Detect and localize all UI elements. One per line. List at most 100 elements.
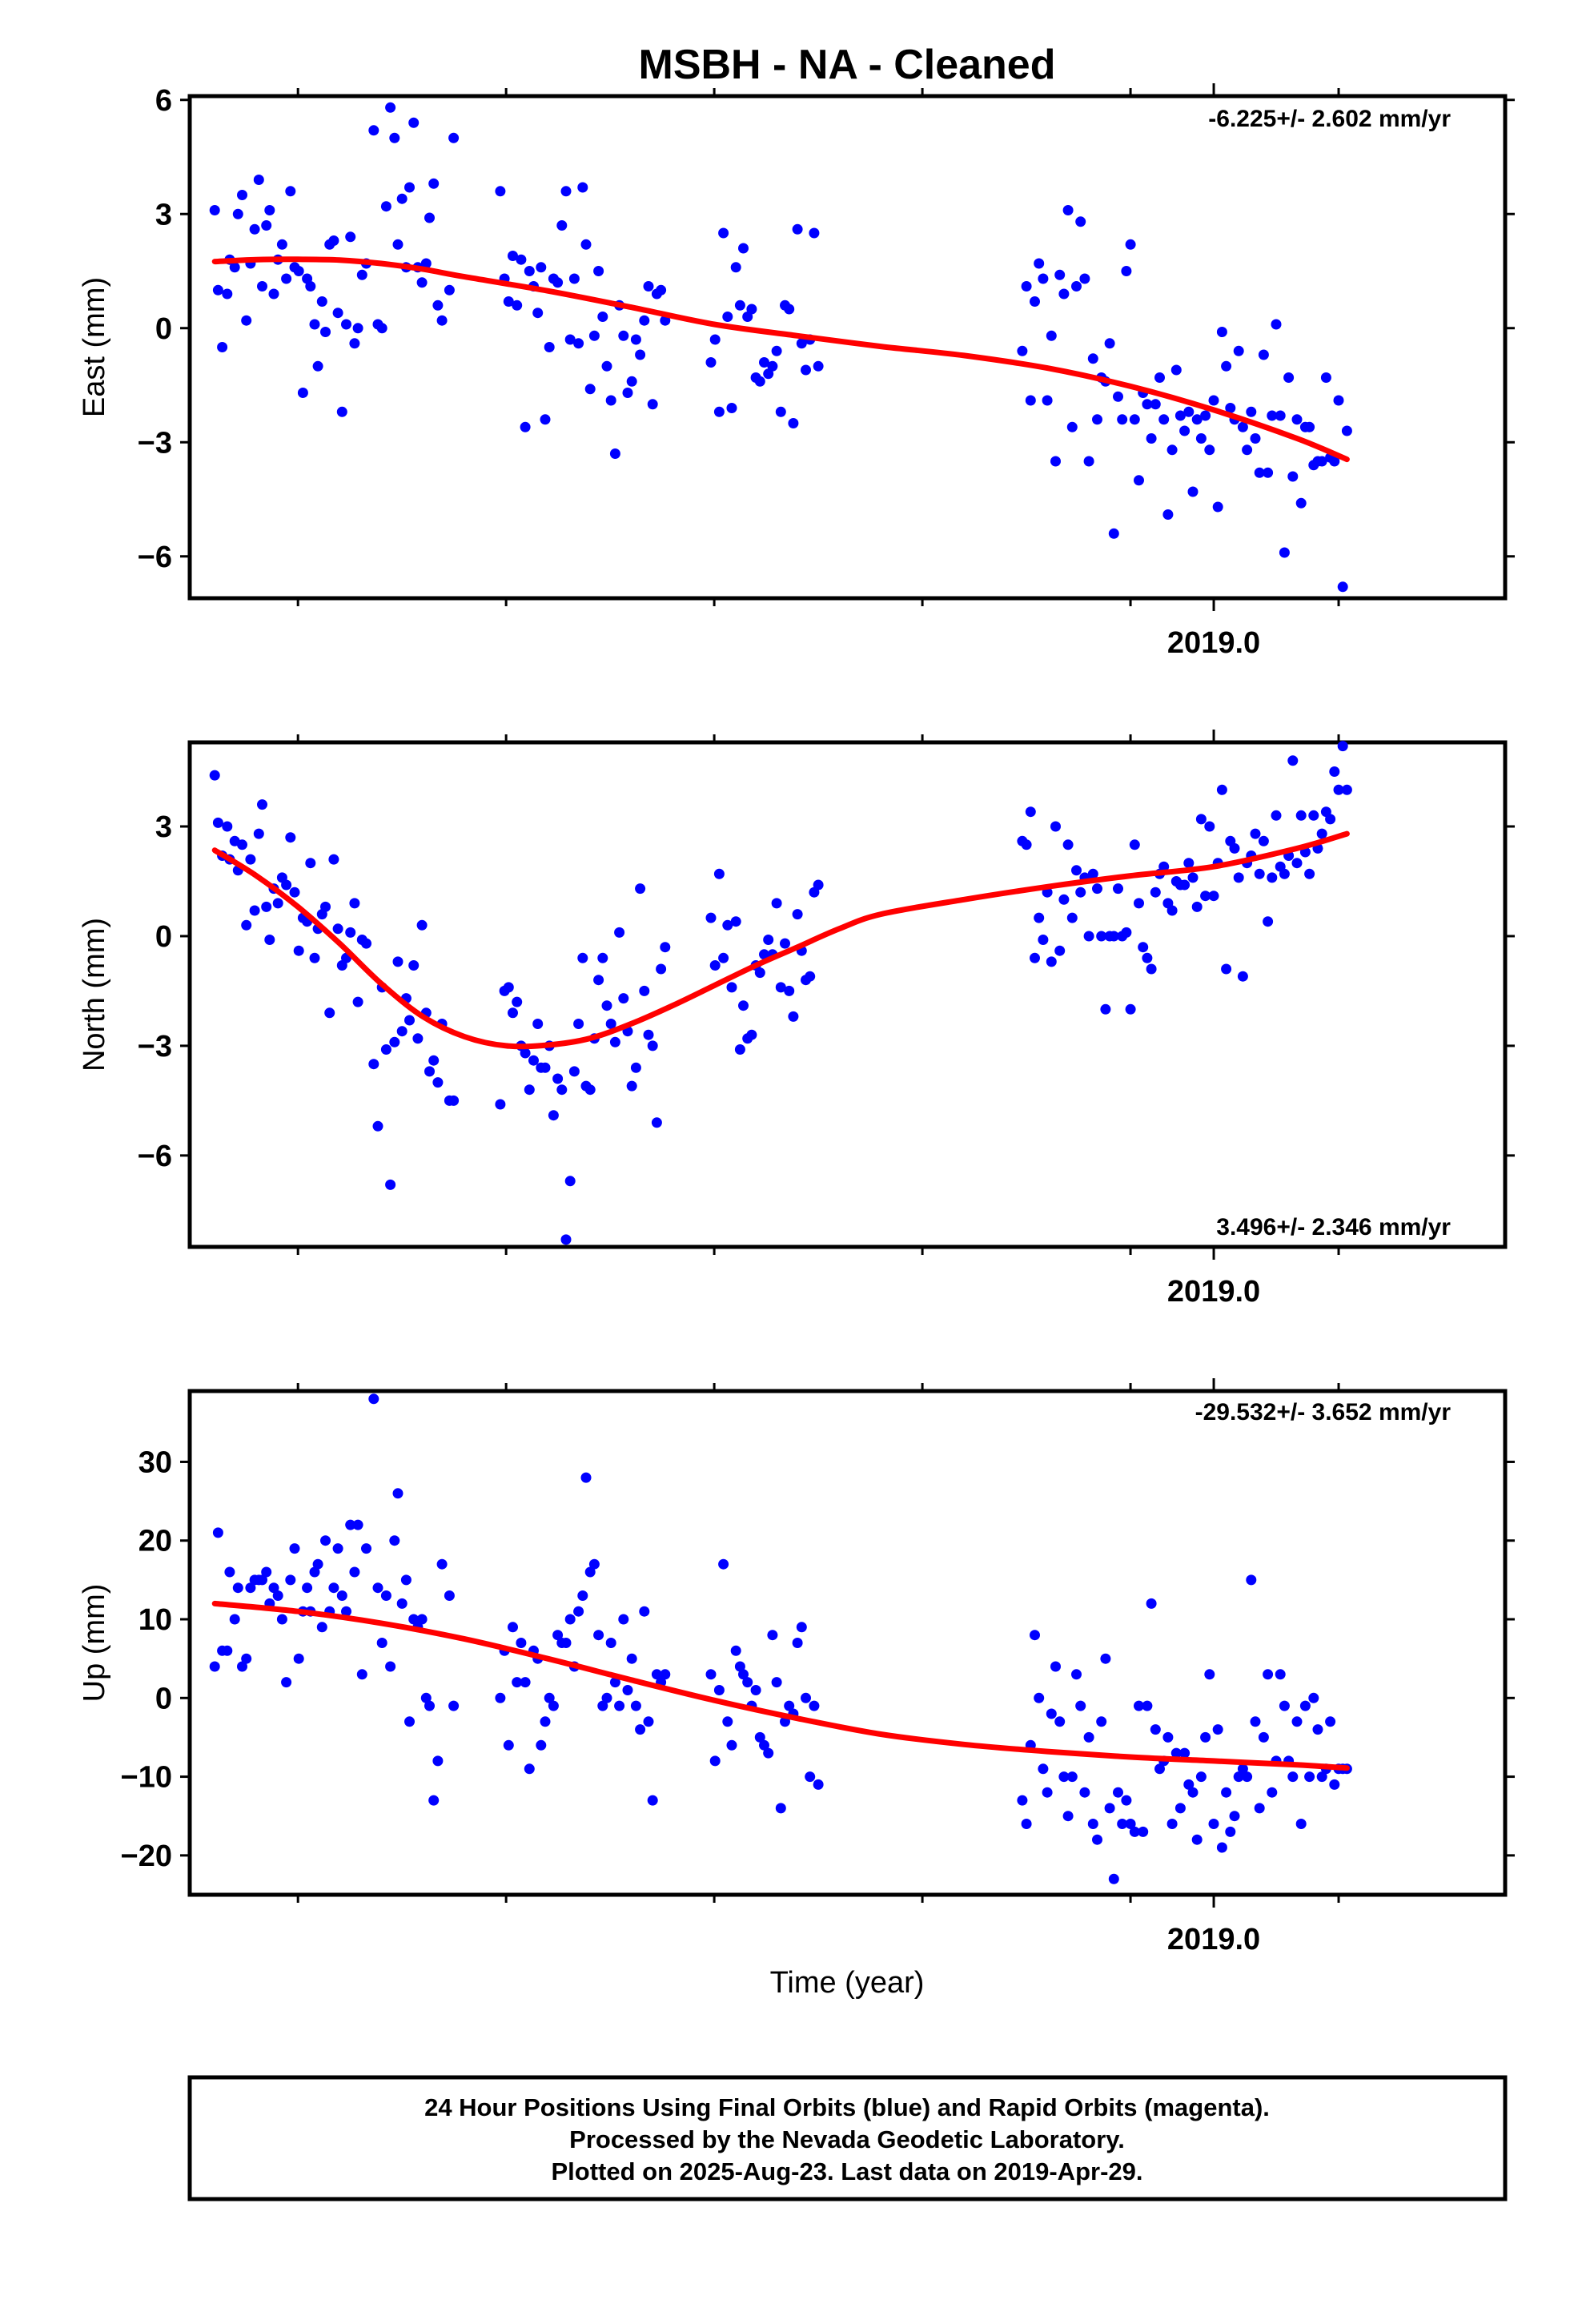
up-data-point xyxy=(1162,1731,1174,1743)
up-data-point xyxy=(416,1614,428,1625)
east-ytick-label: 3 xyxy=(155,198,172,231)
up-data-point xyxy=(1083,1731,1094,1743)
up-data-point xyxy=(241,1653,252,1664)
up-data-point xyxy=(1316,1771,1327,1783)
east-data-point xyxy=(1054,269,1066,280)
north-data-point xyxy=(412,1033,424,1044)
east-data-point xyxy=(392,239,404,250)
north-data-point xyxy=(788,1011,799,1022)
east-data-point xyxy=(297,388,308,398)
up-data-point xyxy=(224,1566,235,1578)
up-data-point xyxy=(597,1700,608,1711)
east-data-point xyxy=(222,288,233,300)
north-data-point xyxy=(1050,821,1061,832)
north-data-point xyxy=(1125,1003,1136,1015)
north-data-point xyxy=(285,832,296,843)
east-ylabel: East (mm) xyxy=(78,277,111,417)
up-data-point xyxy=(1242,1771,1253,1783)
north-data-point xyxy=(249,905,260,916)
north-data-point xyxy=(1092,883,1102,895)
east-data-point xyxy=(1329,456,1340,467)
east-data-point xyxy=(428,178,440,189)
north-data-point xyxy=(1146,963,1157,975)
north-data-point xyxy=(614,927,625,938)
east-data-point xyxy=(316,296,327,307)
north-data-point xyxy=(512,996,523,1007)
east-data-point xyxy=(726,403,737,413)
north-data-point xyxy=(1183,858,1195,869)
up-data-point xyxy=(643,1716,654,1727)
north-data-point xyxy=(1250,828,1261,839)
north-data-point xyxy=(495,1099,506,1110)
up-data-point xyxy=(759,1739,769,1751)
up-data-point xyxy=(349,1566,360,1578)
up-data-point xyxy=(1275,1669,1286,1680)
up-data-point xyxy=(618,1614,629,1625)
north-ytick-label: 3 xyxy=(155,810,172,844)
east-data-point xyxy=(626,376,637,387)
north-data-point xyxy=(584,1084,596,1096)
up-data-point xyxy=(345,1519,356,1530)
east-data-point xyxy=(713,406,725,417)
up-data-point xyxy=(368,1393,379,1405)
east-data-point xyxy=(1017,345,1028,356)
east-data-point xyxy=(1038,273,1049,284)
up-ytick-label: 10 xyxy=(139,1603,172,1637)
east-data-point xyxy=(1233,345,1244,356)
up-data-point xyxy=(1075,1700,1086,1711)
east-panel: −6 −3 0 3 6 2019.0 East (mm) -6.225+/- 2.602 mm… xyxy=(78,83,1515,660)
east-ytick-label: 0 xyxy=(155,312,172,346)
north-data-point xyxy=(656,963,667,975)
up-data-point xyxy=(1066,1771,1078,1783)
up-data-point xyxy=(1279,1700,1290,1711)
up-data-point xyxy=(651,1669,662,1680)
up-data-point xyxy=(245,1582,256,1594)
east-data-point xyxy=(516,254,527,265)
up-data-point xyxy=(1050,1661,1061,1672)
up-data-point xyxy=(536,1739,547,1751)
east-data-point xyxy=(232,208,243,219)
east-data-point xyxy=(1117,414,1128,425)
up-data-point xyxy=(1142,1700,1153,1711)
east-data-point xyxy=(1341,425,1352,436)
east-data-point xyxy=(420,258,432,269)
north-data-point xyxy=(389,1036,400,1047)
east-data-point xyxy=(293,266,304,276)
east-data-point xyxy=(605,395,616,406)
north-frame xyxy=(187,740,1508,1249)
up-data-point xyxy=(630,1700,641,1711)
up-data-point xyxy=(588,1558,600,1570)
east-data-point xyxy=(432,300,444,311)
east-data-point xyxy=(1287,471,1299,482)
up-data-point xyxy=(436,1558,448,1570)
north-data-point xyxy=(759,949,769,960)
north-data-point xyxy=(593,975,604,986)
east-data-point xyxy=(588,330,600,341)
east-data-point xyxy=(1174,410,1186,421)
up-data-point xyxy=(1291,1716,1303,1727)
up-data-point xyxy=(1129,1826,1140,1837)
up-data-point xyxy=(1246,1574,1257,1586)
up-data-point xyxy=(336,1590,347,1601)
east-data-point xyxy=(1104,338,1115,349)
x-axis-title: Time (year) xyxy=(770,1966,925,2000)
east-data-point xyxy=(788,418,799,428)
east-data-point xyxy=(1258,349,1269,360)
north-data-point xyxy=(771,898,782,909)
east-data-point xyxy=(568,273,580,284)
north-data-point xyxy=(396,1026,408,1037)
east-data-point xyxy=(556,220,568,231)
north-data-point xyxy=(508,1007,518,1019)
east-data-point xyxy=(349,338,360,349)
up-data-point xyxy=(1030,1630,1040,1641)
east-data-point xyxy=(1121,266,1132,276)
up-data-point xyxy=(1170,1747,1182,1759)
up-data-point xyxy=(1325,1716,1336,1727)
up-data-point xyxy=(1058,1771,1070,1783)
up-data-point xyxy=(332,1543,343,1554)
north-data-point xyxy=(1229,842,1240,854)
north-data-point xyxy=(1150,887,1161,898)
up-data-point xyxy=(1329,1779,1340,1790)
north-data-point xyxy=(1287,755,1299,766)
east-data-point xyxy=(436,315,448,326)
